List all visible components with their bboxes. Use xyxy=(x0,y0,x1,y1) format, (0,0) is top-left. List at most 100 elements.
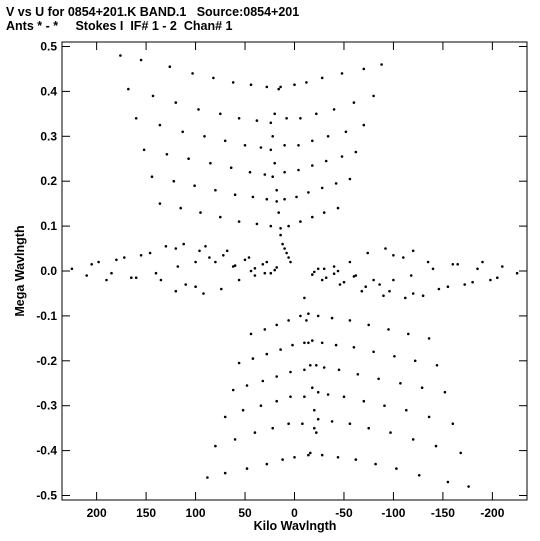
uv-point xyxy=(324,276,328,280)
uv-point xyxy=(374,462,377,466)
uv-point xyxy=(362,399,366,403)
uv-point xyxy=(332,272,336,276)
uv-point xyxy=(311,215,314,219)
uv-point xyxy=(212,76,215,80)
uv-point xyxy=(181,130,184,134)
uv-point xyxy=(204,245,207,248)
uv-point xyxy=(182,242,185,246)
uv-point xyxy=(158,123,162,127)
uv-point xyxy=(275,323,279,327)
uv-point xyxy=(404,296,407,300)
uv-point xyxy=(287,422,290,426)
uv-point xyxy=(251,357,255,360)
uv-point xyxy=(362,123,366,127)
uv-point xyxy=(431,267,435,271)
y-tick-label: 0.4 xyxy=(40,84,57,98)
uv-point xyxy=(407,332,410,336)
uv-point xyxy=(283,247,286,250)
uv-point xyxy=(316,314,320,318)
uv-point xyxy=(378,283,381,286)
uv-point xyxy=(336,456,340,459)
uv-point xyxy=(237,278,241,282)
y-tick-label: -0.4 xyxy=(36,444,57,458)
uv-point xyxy=(344,130,348,134)
uv-point xyxy=(243,144,247,147)
uv-point xyxy=(372,94,375,98)
uv-point xyxy=(322,366,326,369)
uv-point xyxy=(515,271,519,275)
uv-point xyxy=(248,170,252,174)
uv-point xyxy=(313,408,316,412)
uv-point xyxy=(247,256,251,259)
uv-point xyxy=(364,285,368,289)
uv-point xyxy=(148,251,152,255)
y-axis: 0.5 0.4 0.3 0.2 0.1 0.0 -0.1 -0.2 -0.3 -0.4 -0.5 xyxy=(36,39,527,503)
y-tick-label: 0.1 xyxy=(40,219,57,233)
uv-point xyxy=(334,343,338,347)
uv-point xyxy=(305,81,308,84)
uv-point xyxy=(287,224,290,228)
uv-point xyxy=(231,81,235,84)
uv-point xyxy=(265,352,269,356)
uv-point xyxy=(315,431,318,434)
uv-point xyxy=(420,386,424,390)
uv-point xyxy=(332,265,336,268)
uv-point xyxy=(336,269,340,273)
uv-point xyxy=(320,278,324,282)
uv-point xyxy=(297,144,300,147)
uv-point xyxy=(388,289,391,293)
uv-point xyxy=(471,280,474,284)
y-tick-label: 0.0 xyxy=(40,264,57,278)
uv-point xyxy=(165,153,169,156)
uv-point xyxy=(139,58,143,62)
x-tick-label: -50 xyxy=(335,506,353,520)
uv-point xyxy=(313,426,316,430)
uv-point xyxy=(214,188,217,192)
uv-point xyxy=(463,283,467,286)
uv-point xyxy=(342,280,346,284)
uv-point xyxy=(223,415,227,419)
uv-point xyxy=(320,341,324,345)
uv-point xyxy=(309,451,312,455)
x-tick-label: 100 xyxy=(186,506,206,520)
x-tick-label: 0 xyxy=(291,506,298,520)
uv-point xyxy=(372,278,375,282)
uv-point xyxy=(202,292,205,295)
y-tick-label: 0.3 xyxy=(40,129,57,143)
y-tick-label: -0.2 xyxy=(36,354,57,368)
uv-point xyxy=(427,337,431,340)
uv-point xyxy=(340,72,344,75)
uv-point xyxy=(303,395,306,399)
uv-point xyxy=(209,161,212,165)
uv-point xyxy=(191,72,194,75)
uv-point xyxy=(251,195,255,199)
uv-point xyxy=(164,245,168,248)
y-tick-label: -0.1 xyxy=(36,309,57,323)
uv-point xyxy=(354,458,358,461)
uv-point xyxy=(289,370,292,374)
uv-point xyxy=(115,258,118,262)
uv-point xyxy=(320,76,324,80)
uv-point xyxy=(225,249,229,253)
chart-title: V vs U for 0854+201.K BAND.1 Source:0854… xyxy=(6,5,300,19)
uv-point xyxy=(380,63,383,66)
uv-point xyxy=(159,278,163,282)
plot-frame xyxy=(61,41,528,501)
uv-point xyxy=(337,368,341,372)
uv-point xyxy=(387,328,390,331)
uv-point xyxy=(142,148,146,152)
uv-point xyxy=(263,173,267,176)
uv-point xyxy=(356,373,360,376)
uv-point xyxy=(289,395,292,399)
uv-point xyxy=(275,266,279,269)
uv-point xyxy=(305,319,308,322)
uv-point xyxy=(299,314,302,318)
uv-point xyxy=(451,422,455,426)
uv-point xyxy=(303,341,306,345)
uv-point xyxy=(174,289,178,293)
uv-point xyxy=(348,177,352,181)
uv-point xyxy=(277,87,281,91)
uv-point xyxy=(293,456,296,459)
uv-point xyxy=(299,117,302,120)
uv-point xyxy=(367,426,371,430)
